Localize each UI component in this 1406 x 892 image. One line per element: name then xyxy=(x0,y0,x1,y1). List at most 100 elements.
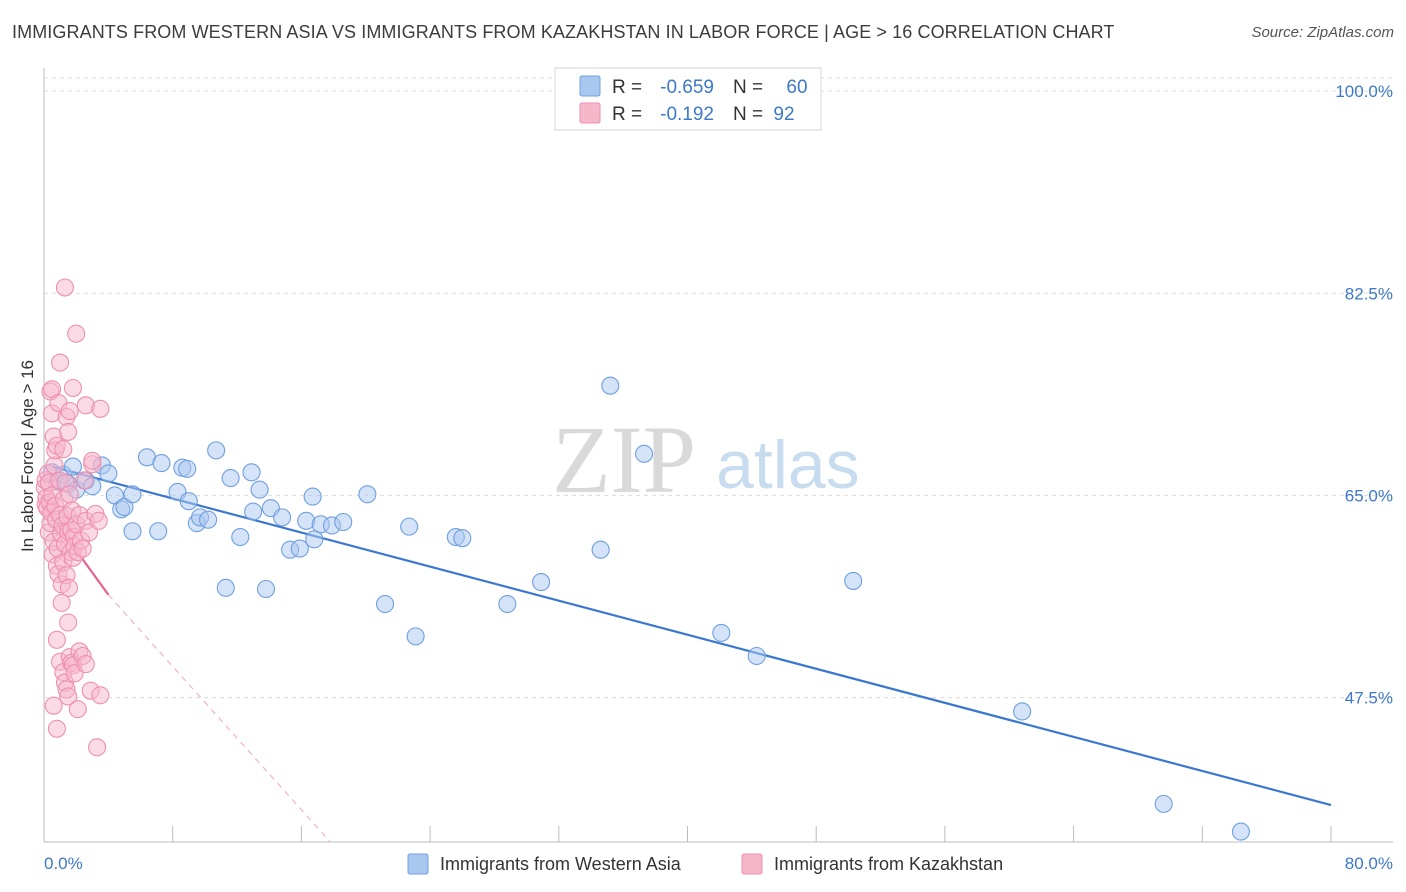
point-kazakhstan xyxy=(60,485,79,504)
point-western-asia xyxy=(99,464,118,483)
point-western-asia xyxy=(532,573,551,592)
data-points xyxy=(35,278,1250,841)
point-western-asia xyxy=(406,627,425,646)
point-kazakhstan xyxy=(59,422,78,441)
point-western-asia xyxy=(250,480,269,499)
point-western-asia xyxy=(712,623,731,642)
point-western-asia xyxy=(152,454,171,473)
chart-title: IMMIGRANTS FROM WESTERN ASIA VS IMMIGRAN… xyxy=(12,22,1115,42)
point-western-asia xyxy=(273,508,292,527)
point-western-asia xyxy=(358,485,377,504)
y-tick-labels: 47.5% 65.0% 82.5% 100.0% xyxy=(1335,82,1393,707)
point-western-asia xyxy=(1231,822,1250,841)
point-western-asia xyxy=(221,469,240,488)
legend-n-label: N = xyxy=(733,104,763,125)
point-western-asia xyxy=(1013,702,1032,721)
point-kazakhstan xyxy=(76,655,95,674)
stats-legend: R = -0.659 N = 60 R = -0.192 N = 92 xyxy=(554,67,822,131)
point-western-asia xyxy=(400,517,419,536)
point-kazakhstan xyxy=(60,402,79,421)
legend-n-value-kazakhstan: 92 xyxy=(773,104,794,125)
point-western-asia xyxy=(123,522,142,541)
point-western-asia xyxy=(178,459,197,478)
legend-n-value-western-asia: 60 xyxy=(786,77,807,98)
legend-r-label: R = xyxy=(612,77,642,98)
point-kazakhstan xyxy=(73,539,92,558)
point-western-asia xyxy=(747,646,766,666)
point-kazakhstan xyxy=(79,523,99,542)
y-tick-label: 100.0% xyxy=(1335,82,1393,101)
point-kazakhstan xyxy=(83,451,102,470)
point-kazakhstan xyxy=(59,578,78,597)
point-kazakhstan xyxy=(54,440,73,459)
point-western-asia xyxy=(1154,794,1173,813)
point-kazakhstan xyxy=(68,700,87,719)
point-kazakhstan xyxy=(44,696,63,715)
point-western-asia xyxy=(179,492,198,511)
point-kazakhstan xyxy=(59,687,78,706)
point-western-asia xyxy=(149,522,168,541)
point-western-asia xyxy=(844,571,863,590)
point-kazakhstan xyxy=(55,278,74,297)
source-credit: Source: ZipAtlas.com xyxy=(1251,24,1394,41)
point-western-asia xyxy=(256,579,276,599)
point-kazakhstan xyxy=(67,324,86,343)
point-western-asia xyxy=(453,529,472,548)
legend-swatch-western-asia xyxy=(579,75,601,97)
point-western-asia xyxy=(199,510,218,529)
bottom-legend: Immigrants from Western Asia Immigrants … xyxy=(407,853,1003,875)
legend-r-value-western-asia: -0.659 xyxy=(660,77,714,98)
point-western-asia xyxy=(207,441,226,460)
bottom-legend-swatch-kazakhstan xyxy=(741,853,763,875)
point-western-asia xyxy=(123,485,142,504)
point-western-asia xyxy=(498,594,517,614)
watermark-zip: ZIP xyxy=(552,406,696,513)
point-western-asia xyxy=(242,463,261,482)
point-western-asia xyxy=(591,540,610,559)
point-kazakhstan xyxy=(75,471,94,490)
point-western-asia xyxy=(231,527,250,547)
y-tick-label: 47.5% xyxy=(1345,689,1393,708)
point-kazakhstan xyxy=(51,353,70,372)
point-kazakhstan xyxy=(59,613,78,632)
point-kazakhstan xyxy=(88,738,107,757)
x-tick-label-max: 80.0% xyxy=(1345,854,1393,873)
point-kazakhstan xyxy=(47,630,66,649)
point-western-asia xyxy=(334,512,353,532)
point-kazakhstan xyxy=(52,593,71,612)
y-tick-label: 82.5% xyxy=(1345,284,1393,303)
point-kazakhstan xyxy=(47,719,66,738)
point-kazakhstan xyxy=(63,378,83,398)
trendlines xyxy=(43,465,1332,843)
point-western-asia xyxy=(63,457,83,476)
bottom-legend-label-western-asia: Immigrants from Western Asia xyxy=(440,854,682,874)
gridlines xyxy=(44,77,1393,699)
point-kazakhstan xyxy=(45,456,64,475)
axes xyxy=(43,68,1393,843)
point-western-asia xyxy=(244,502,263,521)
bottom-legend-label-kazakhstan: Immigrants from Kazakhstan xyxy=(774,854,1003,874)
legend-swatch-kazakhstan xyxy=(579,102,601,124)
point-kazakhstan xyxy=(91,399,110,418)
point-western-asia xyxy=(305,530,324,549)
bottom-legend-swatch-western-asia xyxy=(407,853,429,875)
point-western-asia xyxy=(290,539,309,558)
point-western-asia xyxy=(376,594,395,614)
point-western-asia xyxy=(115,497,134,517)
point-western-asia xyxy=(635,444,654,463)
y-tick-label: 65.0% xyxy=(1345,486,1393,505)
point-kazakhstan xyxy=(91,686,110,705)
legend-r-label: R = xyxy=(612,104,642,125)
trendline-western-asia xyxy=(51,465,1332,807)
x-tick-label-min: 0.0% xyxy=(44,854,83,873)
legend-r-value-kazakhstan: -0.192 xyxy=(660,104,714,125)
y-axis-label: In Labor Force | Age > 16 xyxy=(18,360,37,552)
legend-n-label: N = xyxy=(733,77,763,98)
point-western-asia xyxy=(303,487,322,506)
point-kazakhstan xyxy=(89,511,108,530)
point-western-asia xyxy=(601,376,620,395)
watermark-atlas: atlas xyxy=(716,427,860,503)
trendline-extension-kazakhstan xyxy=(107,594,331,843)
point-western-asia xyxy=(216,578,235,597)
